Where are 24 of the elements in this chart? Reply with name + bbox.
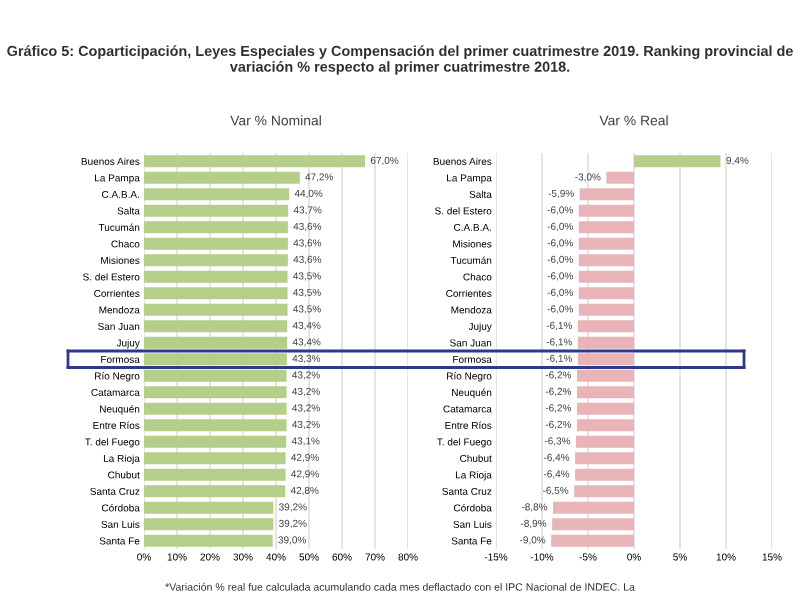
bar xyxy=(144,386,287,399)
bar xyxy=(144,171,300,184)
bar xyxy=(144,501,274,514)
bar xyxy=(144,287,288,300)
bar xyxy=(144,419,287,432)
bar xyxy=(144,204,289,217)
bar xyxy=(144,518,274,531)
bar xyxy=(144,353,287,366)
bar xyxy=(144,485,286,498)
bar xyxy=(144,402,287,415)
bar xyxy=(144,254,288,267)
bar xyxy=(144,320,288,333)
bar xyxy=(144,534,273,547)
bar xyxy=(144,369,287,382)
bar xyxy=(144,270,288,283)
bar xyxy=(144,237,288,250)
bar xyxy=(144,303,288,316)
bar xyxy=(144,452,286,465)
bar xyxy=(144,221,288,234)
bar xyxy=(144,435,287,448)
bar xyxy=(144,188,290,201)
bar xyxy=(144,155,366,168)
bar xyxy=(144,336,288,349)
bar xyxy=(144,468,286,481)
